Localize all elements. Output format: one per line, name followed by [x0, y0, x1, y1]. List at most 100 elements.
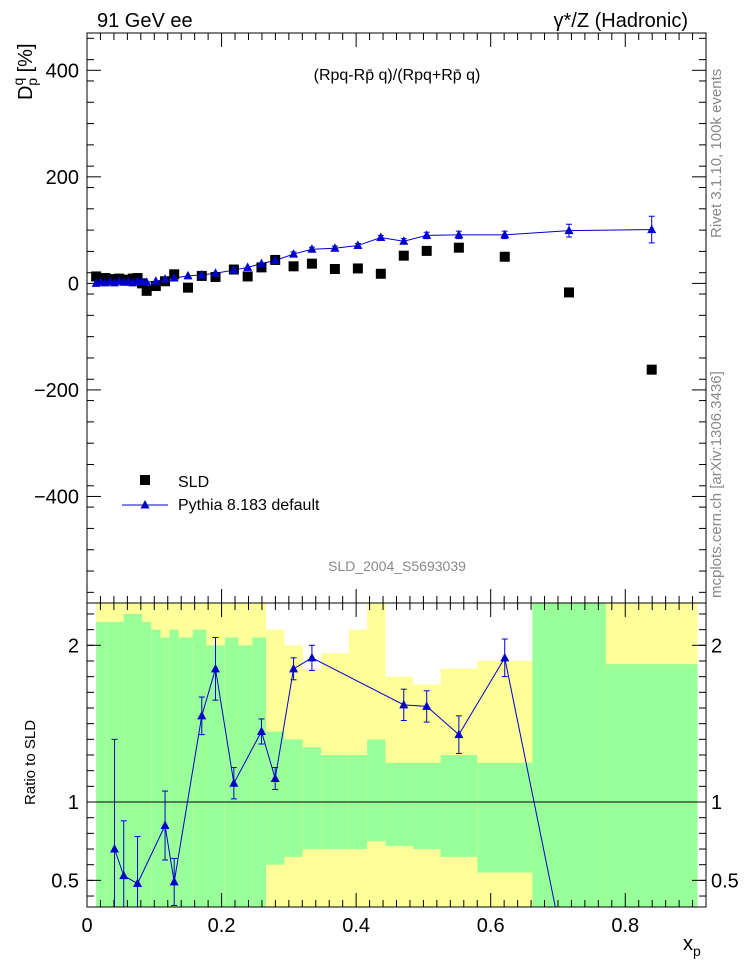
ratio-inner-band: [284, 739, 303, 857]
x-tick-label: 0: [81, 915, 92, 937]
ratio-inner-band: [142, 621, 152, 907]
legend-pythia-marker: [140, 500, 150, 509]
pythia-point: [169, 273, 179, 282]
ratio-point: [289, 663, 299, 673]
pythia-point: [270, 255, 280, 264]
sld-point: [242, 271, 253, 282]
ratio-y-tick-label-right: 0.5: [711, 870, 739, 892]
ratio-y-tick-label: 0.5: [51, 870, 79, 892]
ratio-inner-band: [105, 621, 115, 907]
ratio-point: [454, 729, 464, 739]
pythia-point: [399, 236, 409, 245]
pythia-point: [353, 240, 363, 250]
header-right-label: γ*/Z (Hadronic): [554, 10, 688, 32]
pythia-point: [211, 268, 221, 277]
y-tick-label: −200: [34, 380, 79, 402]
pythia-point: [647, 224, 657, 234]
pythia-point: [151, 276, 161, 285]
sld-point: [141, 285, 152, 296]
ratio-point: [307, 652, 317, 662]
sld-point: [352, 263, 363, 274]
ratio-inner-band: [532, 603, 606, 907]
ratio-inner-band: [477, 762, 533, 873]
sld-point: [210, 271, 221, 282]
ratio-point: [119, 870, 129, 880]
legend: SLD Pythia 8.183 default: [122, 474, 320, 514]
sld-point: [646, 364, 657, 375]
ratio-inner-band: [151, 629, 161, 907]
sld-point: [329, 263, 340, 274]
ratio-point: [422, 701, 432, 710]
pythia-point: [376, 232, 386, 242]
ratio-inner-band: [132, 613, 143, 907]
ratio-inner-band: [206, 645, 225, 907]
main-y-axis-label: Dqp [%]: [10, 44, 40, 101]
ratio-inner-band: [605, 664, 698, 907]
ratio-y-tick-label: 2: [68, 635, 79, 657]
ratio-inner-band: [238, 645, 253, 907]
sld-point: [182, 282, 193, 293]
sld-point: [398, 250, 409, 261]
ratio-inner-band: [169, 629, 179, 907]
main-frame: [86, 32, 707, 604]
sld-point: [499, 251, 510, 262]
pythia-point: [289, 249, 299, 258]
ratio-y-axis-label: Ratio to SLD: [22, 720, 39, 805]
x-tick-label: 0.4: [342, 915, 370, 937]
ratio-inner-band: [178, 637, 193, 907]
pythia-point: [307, 244, 317, 253]
ratio-inner-band: [114, 621, 124, 907]
pythia-point: [142, 277, 152, 286]
pythia-point: [454, 229, 464, 239]
ratio-inner-band: [302, 747, 322, 850]
ratio-y-tick-label-right: 1: [711, 792, 722, 814]
ratio-inner-band: [96, 621, 106, 907]
sld-point: [564, 287, 575, 298]
sld-point: [256, 262, 267, 273]
pythia-point: [564, 225, 574, 235]
legend-pythia-label: Pythia 8.183 default: [178, 497, 320, 514]
ratio-data-layer: [110, 636, 556, 907]
y-tick-label: 0: [68, 273, 79, 295]
main-data-layer: [91, 215, 657, 375]
sld-point: [421, 245, 432, 256]
y-tick-label: 400: [46, 60, 79, 82]
pythia-point: [229, 265, 239, 274]
sld-point: [375, 268, 386, 279]
ratio-point: [110, 844, 120, 853]
pythia-point: [500, 229, 510, 239]
ratio-point: [399, 699, 409, 709]
pythia-point: [183, 270, 193, 280]
ratio-point: [270, 773, 280, 783]
ratio-point: [197, 710, 207, 720]
pythia-point: [422, 230, 432, 239]
ratio-y-tick-label: 1: [68, 792, 79, 814]
x-tick-label: 0.8: [611, 915, 639, 937]
main-title: (Rpq-Rp̄ q)/(Rpq+Rp̄ q): [314, 67, 481, 84]
pythia-point: [243, 262, 253, 271]
ratio-point: [500, 652, 510, 662]
ratio-y-tick-label-right: 2: [711, 635, 722, 657]
rivet-version-label: Rivet 3.1.10, 100k events: [708, 68, 725, 238]
ratio-inner-band: [440, 755, 478, 857]
ratio-point: [133, 878, 143, 887]
sld-point: [306, 258, 317, 269]
ratio-point: [169, 876, 179, 886]
pythia-line: [96, 229, 652, 284]
ratio-inner-band: [413, 762, 441, 850]
ratio-inner-band: [367, 739, 386, 842]
main-ticks: 400 200 0 −200 −400: [34, 33, 706, 603]
ratio-panel: 0.5 0.5 1 1 2 2 0 0.2 0.4 0.6 0.8 Ratio to SLD xp: [22, 602, 739, 959]
sld-point: [288, 261, 299, 272]
x-axis-label: xp: [683, 933, 701, 959]
ratio-inner-band: [160, 637, 170, 907]
sld-point: [150, 281, 161, 292]
pythia-point: [256, 258, 266, 268]
ratio-inner-band: [123, 613, 133, 907]
ratio-inner-band: [252, 637, 267, 907]
ratio-inner-band: [192, 629, 207, 907]
y-tick-label: −400: [34, 486, 79, 508]
legend-sld-label: SLD: [178, 474, 209, 491]
